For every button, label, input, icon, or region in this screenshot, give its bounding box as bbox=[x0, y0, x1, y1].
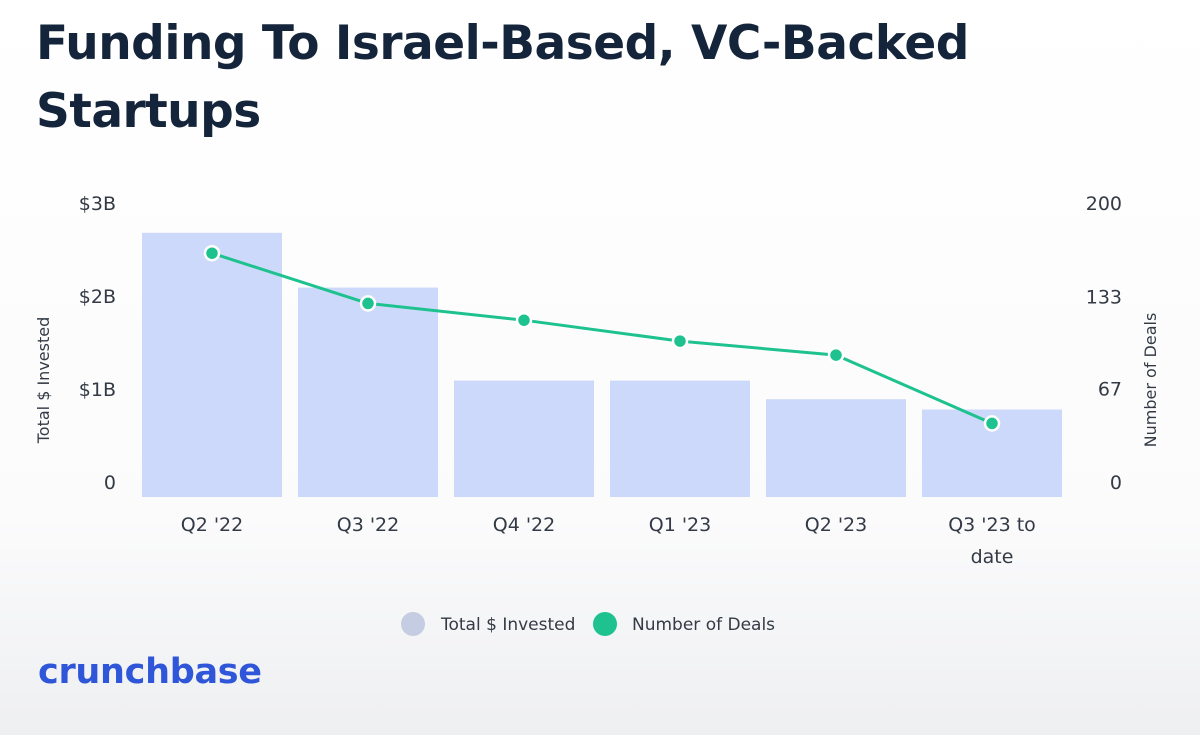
deals-point-1 bbox=[203, 244, 221, 262]
bar-2 bbox=[298, 287, 438, 497]
bar-series bbox=[142, 232, 1062, 498]
x-tick-label: Q1 '23 bbox=[649, 514, 711, 536]
y-right-axis-title: Number of Deals bbox=[1141, 313, 1160, 448]
x-tick-label: Q4 '22 bbox=[493, 514, 555, 536]
y-left-tick-label: $3B bbox=[79, 193, 116, 215]
legend-swatch-deals bbox=[593, 612, 617, 636]
bar-3 bbox=[454, 380, 594, 497]
y-left-tick-label: 0 bbox=[104, 472, 116, 494]
x-tick-label: Q2 '22 bbox=[181, 514, 243, 536]
x-tick-label: Q3 '22 bbox=[337, 514, 399, 536]
y-left-tick-label: $1B bbox=[79, 379, 116, 401]
bar-4 bbox=[610, 380, 750, 497]
crunchbase-logo: crunchbase bbox=[38, 652, 262, 692]
bar-1 bbox=[142, 232, 282, 498]
deals-point-4 bbox=[671, 332, 689, 350]
y-right-tick-label: 67 bbox=[1098, 379, 1122, 401]
y-right-tick-label: 0 bbox=[1110, 472, 1122, 494]
x-tick-label: Q2 '23 bbox=[805, 514, 867, 536]
y-left-tick-label: $2B bbox=[79, 286, 116, 308]
page-title: Funding To Israel-Based, VC-Backed Start… bbox=[36, 16, 969, 139]
y-right-tick-label: 133 bbox=[1086, 287, 1122, 309]
y-left-axis-title: Total $ Invested bbox=[34, 317, 53, 445]
deals-point-3 bbox=[515, 311, 533, 329]
legend-label-invested: Total $ Invested bbox=[440, 615, 575, 635]
legend: Total $ Invested Number of Deals bbox=[401, 612, 775, 636]
bar-5 bbox=[766, 399, 906, 497]
combo-chart: 0 $1B $2B $3B 0 67 133 200 Total $ Invested Numbe… bbox=[34, 193, 1160, 636]
deals-point-6 bbox=[983, 415, 1001, 432]
deals-point-2 bbox=[359, 295, 377, 312]
deals-line bbox=[211, 251, 993, 425]
legend-label-deals: Number of Deals bbox=[632, 615, 775, 635]
y-right-tick-label: 200 bbox=[1086, 193, 1122, 215]
legend-swatch-invested bbox=[401, 612, 425, 636]
x-tick-label: Q3 '23 to bbox=[948, 514, 1036, 536]
deals-point-5 bbox=[827, 346, 845, 364]
axes: 0 $1B $2B $3B 0 67 133 200 Total $ Invested Numbe… bbox=[34, 193, 1160, 568]
x-tick-label: date bbox=[971, 546, 1014, 568]
line-series bbox=[203, 244, 1001, 432]
